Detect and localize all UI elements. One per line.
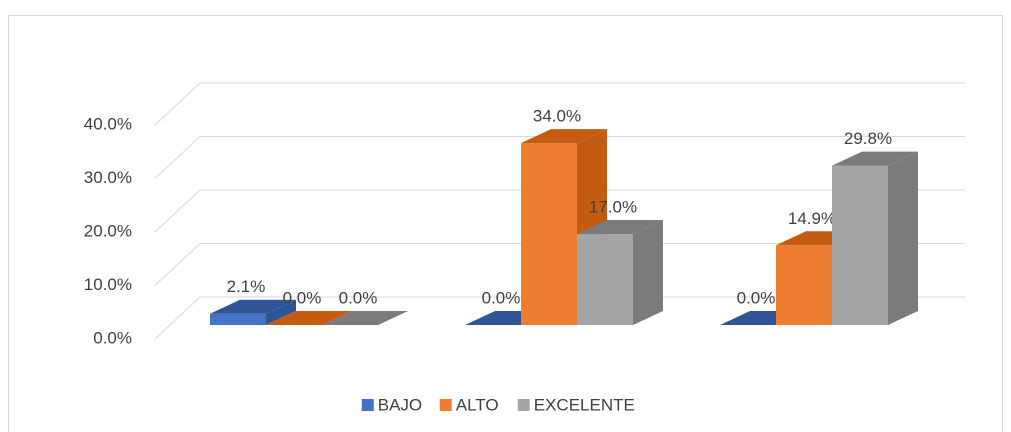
legend-label: EXCELENTE [534, 395, 635, 414]
bar-side [633, 220, 663, 325]
bar-top [322, 311, 408, 325]
bar-top [832, 151, 918, 166]
bar-top [521, 129, 607, 144]
grid-line [154, 243, 965, 286]
bar-top [266, 311, 352, 325]
grid-line [154, 136, 965, 179]
bar [776, 245, 832, 325]
y-tick-label: 20.0% [84, 221, 132, 240]
data-label: 14.9% [788, 209, 836, 228]
data-label: 34.0% [533, 107, 581, 126]
data-label: 0.0% [283, 288, 322, 307]
data-label: 2.1% [227, 277, 266, 296]
grid-line [154, 296, 965, 340]
grid-line [154, 189, 965, 233]
bar [832, 165, 888, 325]
bar-top [577, 220, 663, 235]
legend-swatch [439, 399, 452, 411]
y-tick-label: 0.0% [93, 328, 132, 347]
data-label: 17.0% [589, 198, 637, 217]
legend-label: ALTO [456, 395, 499, 414]
bar [521, 143, 577, 325]
data-label: 0.0% [737, 288, 776, 307]
data-label: 0.0% [482, 288, 521, 307]
bar [210, 313, 266, 325]
y-tick-label: 40.0% [84, 114, 132, 133]
data-label: 0.0% [339, 288, 378, 307]
y-tick-label: 30.0% [84, 168, 132, 187]
data-label: 29.8% [844, 129, 892, 148]
y-tick-label: 10.0% [84, 275, 132, 294]
bar-side [888, 151, 918, 325]
legend-label: BAJO [378, 395, 422, 414]
bar-top [210, 299, 296, 314]
legend-swatch [361, 399, 374, 411]
grid-line [154, 82, 965, 126]
legend-swatch [517, 399, 530, 411]
bar-side [266, 299, 296, 325]
bar [577, 234, 633, 325]
